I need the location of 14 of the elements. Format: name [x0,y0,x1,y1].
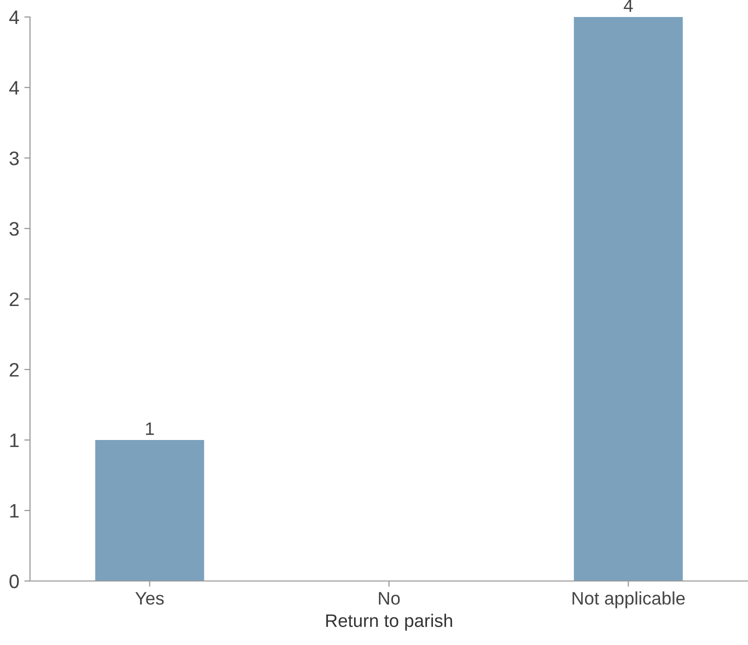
y-tick-label: 4 [9,81,20,95]
y-tick-label: 3 [10,222,19,236]
y-tick-label: 1 [10,504,19,518]
y-tick-label: 1 [10,434,19,448]
y-tick-label: 2 [10,362,19,377]
x-tick-label: Not applicable [572,591,685,608]
data-label: 1 [146,422,154,435]
x-axis-title: Return to parish [326,614,452,631]
x-tick-label: Yes [135,592,164,605]
y-tick-label: 0 [10,574,19,588]
y-tick-label: 3 [10,151,19,166]
y-tick-label: 2 [10,292,19,306]
y-tick-label: 4 [9,10,20,24]
x-tick-label: No [378,592,400,605]
